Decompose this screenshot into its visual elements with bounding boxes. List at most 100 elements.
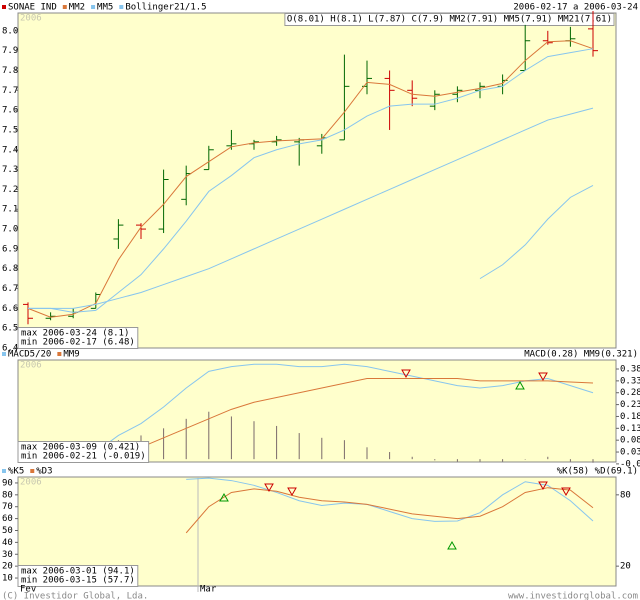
y-tick-label: 70 bbox=[2, 502, 13, 512]
y-tick-label: 6.9 bbox=[2, 244, 18, 254]
y-tick-label: 50 bbox=[2, 526, 13, 536]
max-label: max 2006-03-09 (0.421) bbox=[21, 443, 140, 453]
legend-label: SONAE IND bbox=[8, 3, 57, 13]
legend-swatch bbox=[119, 5, 124, 9]
y-tick-label: 6.7 bbox=[2, 284, 18, 294]
watermark: 2006 bbox=[20, 14, 42, 24]
y-tick-label: 7.8 bbox=[2, 66, 18, 76]
max-min-box bbox=[17, 565, 139, 587]
legend-swatch bbox=[62, 5, 67, 9]
signal-marker bbox=[561, 487, 571, 497]
legend-swatch bbox=[2, 352, 6, 356]
series-line bbox=[185, 487, 594, 534]
series-line bbox=[28, 363, 594, 460]
y-tick-label: 0.38 bbox=[620, 365, 640, 375]
histogram-bar bbox=[502, 459, 504, 462]
signal-marker bbox=[401, 369, 411, 379]
max-min-box bbox=[17, 441, 150, 463]
y-tick-label: 6.8 bbox=[2, 264, 18, 274]
histogram-bar bbox=[456, 459, 458, 462]
y-tick-label: 80 bbox=[2, 490, 13, 500]
y-tick-label: 8.0 bbox=[2, 26, 18, 36]
min-label: min 2006-03-15 (57.7) bbox=[21, 576, 135, 586]
series-line bbox=[186, 477, 594, 522]
series-line bbox=[479, 185, 594, 280]
histogram-bar bbox=[569, 459, 571, 462]
y-tick-label: 0.13 bbox=[620, 424, 640, 434]
legend-label: %D3 bbox=[36, 467, 52, 477]
legend-label: Bollinger21/1.5 bbox=[125, 3, 206, 13]
legend-swatch bbox=[57, 352, 62, 356]
signal-marker bbox=[264, 483, 274, 493]
footer-right: www.investidorglobal.com bbox=[508, 592, 638, 600]
signal-marker bbox=[287, 487, 297, 497]
y-tick-label: -0.02 bbox=[620, 459, 640, 469]
histogram-bar bbox=[411, 456, 413, 460]
legend-label: MM9 bbox=[63, 350, 79, 360]
y-tick-label: 40 bbox=[2, 538, 13, 548]
min-label: min 2006-02-17 (6.48) bbox=[21, 338, 135, 348]
y-tick-label: 0.28 bbox=[620, 388, 640, 398]
y-tick-label: 7.6 bbox=[2, 106, 18, 116]
histogram-bar bbox=[185, 418, 187, 460]
y-tick-label: 0.18 bbox=[620, 412, 640, 422]
signal-marker bbox=[538, 372, 548, 382]
legend-label: MM5 bbox=[97, 3, 113, 13]
histogram-bar bbox=[298, 433, 300, 460]
histogram-bar bbox=[230, 416, 232, 460]
histogram-bar bbox=[389, 452, 391, 460]
legend-swatch bbox=[2, 469, 6, 473]
y-tick-label: 0.08 bbox=[620, 436, 640, 446]
y-tick-label: 6.6 bbox=[2, 304, 18, 314]
footer-left: (C) Investidor Global, Lda. bbox=[2, 592, 148, 600]
series-line bbox=[28, 107, 594, 309]
y-tick-label: 7.7 bbox=[2, 86, 18, 96]
legend-swatch bbox=[30, 469, 35, 473]
y-tick-label: 20 bbox=[620, 562, 631, 572]
histogram-bar bbox=[276, 425, 278, 460]
histogram-bar bbox=[343, 440, 345, 460]
y-tick-label: 7.9 bbox=[2, 46, 18, 56]
series-line bbox=[28, 48, 594, 313]
max-min-box bbox=[17, 327, 139, 349]
max-label: max 2006-03-24 (8.1) bbox=[21, 329, 129, 339]
min-label: min 2006-02-21 (-0.019) bbox=[21, 452, 146, 462]
histogram-bar bbox=[253, 421, 255, 460]
y-tick-label: 7.3 bbox=[2, 165, 18, 175]
signal-marker bbox=[219, 492, 229, 502]
histogram-bar bbox=[434, 459, 436, 461]
y-tick-label: 7.5 bbox=[2, 125, 18, 135]
histogram-bar bbox=[592, 459, 594, 463]
panel-background bbox=[17, 12, 617, 349]
info-box: O(8.01) H(8.1) L(7.87) C(7.9) MM2(7.91) … bbox=[287, 15, 612, 25]
y-tick-label: 6.4 bbox=[2, 344, 18, 354]
series-line bbox=[27, 40, 594, 318]
y-tick-label: 0.03 bbox=[620, 448, 640, 458]
histogram-bar bbox=[163, 428, 165, 460]
y-tick-label: 60 bbox=[2, 514, 13, 524]
legend-swatch bbox=[91, 5, 96, 9]
info-text: %K(58) %D(69.1) bbox=[557, 467, 638, 477]
y-tick-label: 10 bbox=[2, 574, 13, 584]
info-text: MACD(0.28) MM9(0.321) bbox=[524, 350, 638, 360]
info-frame bbox=[284, 13, 615, 26]
histogram-bar bbox=[524, 459, 526, 460]
signal-marker bbox=[515, 380, 525, 390]
y-tick-label: 20 bbox=[2, 562, 13, 572]
x-tick-label: Fev bbox=[20, 585, 36, 595]
legend-label: MACD5/20 bbox=[8, 350, 51, 360]
y-tick-label: 7.0 bbox=[2, 225, 18, 235]
histogram-bar bbox=[479, 459, 481, 462]
date-range: 2006-02-17 a 2006-03-24 bbox=[513, 3, 638, 13]
y-tick-label: 7.4 bbox=[2, 145, 18, 155]
x-tick-label: Mar bbox=[200, 585, 217, 595]
watermark: 2006 bbox=[20, 478, 42, 488]
signal-marker bbox=[447, 540, 457, 550]
max-label: max 2006-03-01 (94.1) bbox=[21, 567, 135, 577]
y-tick-label: 0.33 bbox=[620, 376, 640, 386]
y-tick-label: 7.2 bbox=[2, 185, 18, 195]
signal-marker bbox=[538, 481, 548, 491]
legend-label: MM2 bbox=[69, 3, 85, 13]
